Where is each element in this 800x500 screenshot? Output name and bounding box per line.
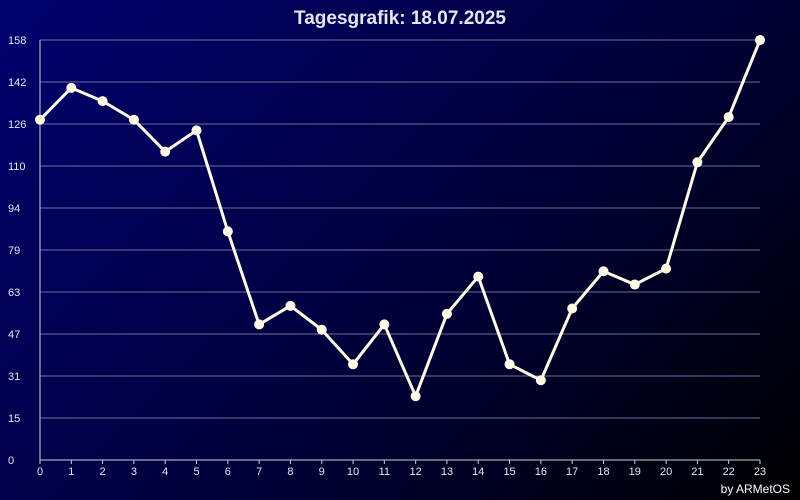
data-point: [723, 112, 734, 123]
x-tick-label: 22: [723, 466, 735, 478]
data-point: [629, 279, 640, 290]
x-tick-label: 7: [256, 466, 262, 478]
data-point: [598, 266, 609, 277]
x-tick-label: 12: [410, 466, 422, 478]
x-tick-label: 20: [660, 466, 672, 478]
y-tick-label: 126: [8, 119, 26, 131]
y-tick-label: 79: [8, 245, 20, 257]
chart-title: Tagesgrafik: 18.07.2025: [294, 8, 506, 29]
x-tick-label: 17: [566, 466, 578, 478]
data-point: [160, 146, 171, 157]
x-tick-label: 8: [287, 466, 293, 478]
data-point: [191, 125, 202, 136]
x-tick-label: 6: [225, 466, 231, 478]
data-point: [567, 303, 578, 314]
x-tick-label: 21: [691, 466, 703, 478]
data-point: [348, 359, 359, 370]
data-point: [410, 391, 421, 402]
y-tick-label: 0: [8, 455, 14, 467]
data-point: [504, 359, 515, 370]
y-tick-label: 142: [8, 77, 26, 89]
data-point: [35, 114, 45, 125]
data-point: [661, 263, 672, 274]
x-tick-label: 14: [472, 466, 484, 478]
y-tick-label: 63: [8, 287, 20, 299]
y-tick-label: 15: [8, 413, 20, 425]
x-tick-label: 0: [37, 466, 43, 478]
credit-label: by ARMetOS: [721, 482, 790, 496]
x-tick-label: 2: [100, 466, 106, 478]
data-point: [473, 271, 484, 282]
y-tick-label: 158: [8, 35, 26, 47]
data-point: [285, 300, 296, 311]
data-point: [254, 319, 265, 330]
data-point: [441, 308, 452, 319]
data-point: [66, 82, 77, 93]
data-point: [222, 226, 233, 237]
data-point: [692, 157, 703, 168]
x-tick-label: 18: [597, 466, 609, 478]
y-tick-label: 110: [8, 161, 26, 173]
data-point: [316, 324, 327, 335]
data-point: [755, 35, 765, 45]
x-tick-label: 5: [193, 466, 199, 478]
data-point: [535, 375, 546, 386]
data-point: [379, 319, 390, 330]
y-tick-label: 47: [8, 329, 20, 341]
x-tick-label: 11: [379, 466, 390, 478]
x-tick-label: 16: [535, 466, 547, 478]
x-tick-label: 19: [629, 466, 641, 478]
y-tick-label: 31: [8, 371, 20, 383]
x-tick-label: 3: [131, 466, 137, 478]
y-tick-label: 94: [8, 203, 20, 215]
series-line: [38, 39, 762, 398]
data-point: [97, 96, 108, 107]
x-tick-label: 10: [347, 466, 359, 478]
x-tick-label: 13: [441, 466, 453, 478]
x-tick-label: 9: [319, 466, 325, 478]
x-tick-label: 23: [754, 466, 766, 478]
x-tick-label: 1: [68, 466, 74, 478]
x-tick-label: 4: [162, 466, 168, 478]
data-point: [128, 114, 139, 125]
x-tick-label: 15: [503, 466, 515, 478]
